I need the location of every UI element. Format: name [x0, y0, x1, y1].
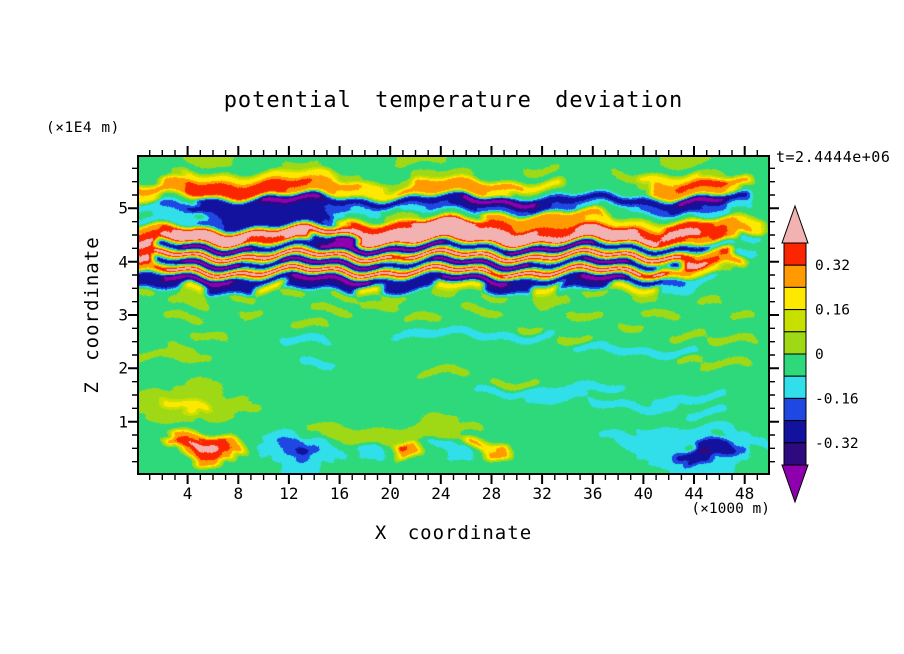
x-axis-unit-label: (×1000 m)	[691, 501, 770, 517]
y-tick-label: 5	[118, 198, 128, 218]
plot-area	[137, 155, 770, 475]
chart-title: potential temperature deviation	[223, 88, 684, 113]
colorbar-label: 0.16	[815, 303, 850, 319]
y-tick-label: 4	[118, 252, 128, 272]
colorbar-band	[783, 264, 807, 288]
colorbar-arrow-high	[781, 204, 809, 244]
colorbar-band	[783, 242, 807, 266]
z-axis-unit-label: (×1E4 m)	[46, 120, 120, 136]
colorbar-band	[783, 331, 807, 355]
x-tick-label: 12	[279, 484, 299, 503]
z-axis-title: Z coordinate	[81, 236, 103, 394]
x-tick-label: 32	[532, 484, 552, 503]
x-tick-label: 24	[431, 484, 451, 503]
y-tick-label: 1	[118, 412, 128, 432]
colorbar-band	[783, 420, 807, 444]
colorbar-arrow-low	[781, 464, 809, 504]
x-tick-label: 28	[481, 484, 502, 503]
y-tick-label: 2	[118, 358, 128, 378]
colorbar-band	[783, 286, 807, 311]
colorbar-label: 0.32	[815, 258, 850, 274]
time-annotation: t=2.4444e+06	[776, 148, 891, 166]
x-tick-label: 44	[684, 484, 704, 503]
x-tick-label: 48	[735, 484, 755, 503]
x-tick-label: 36	[583, 484, 603, 503]
x-tick-label: 40	[633, 484, 654, 503]
colorbar-band	[783, 397, 807, 422]
x-tick-label: 16	[329, 484, 350, 503]
colorbar-band	[783, 353, 807, 377]
colorbar-band	[783, 375, 807, 399]
y-tick-label: 3	[118, 305, 128, 325]
colorbar-label: 0	[815, 347, 824, 363]
colorbar-label: -0.16	[815, 391, 859, 407]
colorbar-label: -0.32	[815, 436, 859, 452]
x-tick-label: 8	[233, 484, 244, 503]
heatmap-canvas	[139, 157, 768, 473]
x-tick-label: 20	[380, 484, 400, 503]
colorbar-band	[783, 309, 807, 333]
colorbar-band	[783, 442, 807, 466]
x-tick-label: 4	[182, 484, 193, 503]
x-axis-title: X coordinate	[374, 522, 533, 544]
